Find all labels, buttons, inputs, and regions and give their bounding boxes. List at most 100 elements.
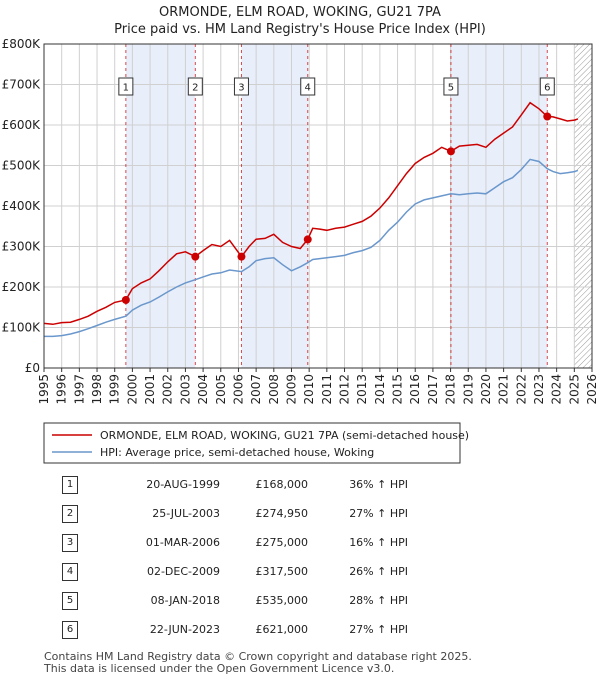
x-tick-label: 2018 bbox=[444, 374, 458, 405]
sale-point bbox=[446, 147, 455, 156]
property-series-line bbox=[44, 101, 579, 326]
x-tick-label: 1996 bbox=[55, 374, 69, 405]
sale-hpi-diff: 16% ↑ HPI bbox=[349, 536, 408, 549]
x-tick-label: 2006 bbox=[231, 374, 245, 405]
sale-hpi-diff: 26% ↑ HPI bbox=[349, 565, 408, 578]
table-row: 1 20-AUG-1999 £168,000 36% ↑ HPI bbox=[40, 470, 428, 499]
x-tick-label: 2009 bbox=[284, 374, 298, 405]
sale-number-box bbox=[300, 77, 316, 96]
sale-price: £621,000 bbox=[255, 623, 309, 636]
chart-subtitle: Price paid vs. HM Land Registry's House … bbox=[114, 22, 486, 37]
sale-number-label: 2 bbox=[192, 83, 198, 94]
sale-date: 20-AUG-1999 bbox=[146, 478, 220, 491]
sale-date: 25-JUL-2003 bbox=[152, 507, 220, 520]
x-tick-label: 2014 bbox=[373, 374, 387, 405]
sale-number-box bbox=[187, 77, 203, 96]
table-row: 4 02-DEC-2009 £317,500 26% ↑ HPI bbox=[40, 557, 428, 586]
x-tick-label: 2025 bbox=[567, 374, 581, 405]
sale-date: 01-MAR-2006 bbox=[145, 536, 220, 549]
sale-point bbox=[303, 235, 312, 244]
sale-point bbox=[121, 295, 130, 304]
x-tick-label: 2002 bbox=[161, 374, 175, 405]
x-tick-label: 2003 bbox=[178, 374, 192, 405]
x-tick-label: 2026 bbox=[585, 374, 599, 405]
x-tick-label: 2013 bbox=[355, 374, 369, 405]
x-tick-label: 2011 bbox=[320, 374, 334, 405]
sale-hpi-diff: 28% ↑ HPI bbox=[349, 594, 408, 607]
sale-number-badge: 3 bbox=[62, 533, 78, 552]
sale-hpi-diff: 27% ↑ HPI bbox=[349, 623, 408, 636]
x-tick-label: 2023 bbox=[532, 374, 546, 405]
x-tick-label: 2022 bbox=[514, 374, 528, 405]
sale-price: £275,000 bbox=[255, 536, 309, 549]
y-tick-label: £0 bbox=[25, 361, 40, 375]
x-tick-label: 2005 bbox=[214, 374, 228, 405]
sale-price: £535,000 bbox=[255, 594, 309, 607]
x-tick-label: 2017 bbox=[426, 374, 440, 405]
sale-number-box bbox=[118, 77, 134, 96]
y-tick-label: £800K bbox=[2, 37, 42, 51]
footer: Contains HM Land Registry data © Crown c… bbox=[44, 651, 472, 675]
y-tick-label: £500K bbox=[2, 159, 42, 173]
sale-date: 02-DEC-2009 bbox=[146, 565, 220, 578]
x-tick-label: 2019 bbox=[461, 374, 475, 405]
legend: ORMONDE, ELM ROAD, WOKING, GU21 7PA (sem… bbox=[43, 422, 469, 464]
sale-number-label: 3 bbox=[238, 83, 244, 94]
x-tick-label: 1995 bbox=[37, 374, 51, 405]
y-tick-label: £300K bbox=[2, 240, 42, 254]
x-tick-label: 2001 bbox=[143, 374, 157, 405]
x-tick-label: 2012 bbox=[338, 374, 352, 405]
series-group bbox=[44, 101, 579, 338]
x-tick-label: 1997 bbox=[72, 374, 86, 405]
y-tick-label: £100K bbox=[2, 321, 42, 335]
sale-number-label: 6 bbox=[544, 83, 550, 94]
sale-price: £317,500 bbox=[255, 565, 309, 578]
x-tick-label: 2021 bbox=[497, 374, 511, 405]
x-tick-label: 2008 bbox=[267, 374, 281, 405]
hpi-series-line bbox=[44, 158, 579, 338]
sale-number-box bbox=[443, 77, 459, 96]
sale-number-badge: 1 bbox=[62, 475, 78, 494]
x-tick-label: 2004 bbox=[196, 374, 210, 405]
sale-number-label: 1 bbox=[123, 83, 129, 94]
sale-number-box bbox=[233, 77, 249, 96]
table-row: 2 25-JUL-2003 £274,950 27% ↑ HPI bbox=[40, 499, 428, 528]
sale-price: £168,000 bbox=[255, 478, 309, 491]
x-tick-label: 2016 bbox=[408, 374, 422, 405]
footer-licence: This data is licensed under the Open Gov… bbox=[44, 662, 395, 675]
sale-hpi-diff: 27% ↑ HPI bbox=[349, 507, 408, 520]
sale-point bbox=[237, 252, 246, 261]
sale-point bbox=[191, 252, 200, 261]
sale-number-badge: 5 bbox=[62, 591, 78, 610]
x-tick-label: 2010 bbox=[302, 374, 316, 405]
legend-label-hpi: HPI: Average price, semi-detached house,… bbox=[100, 446, 374, 459]
footer-copyright: Contains HM Land Registry data © Crown c… bbox=[44, 650, 472, 663]
sale-date: 22-JUN-2023 bbox=[149, 623, 220, 636]
sale-hpi-diff: 36% ↑ HPI bbox=[349, 478, 408, 491]
legend-label-property: ORMONDE, ELM ROAD, WOKING, GU21 7PA (sem… bbox=[100, 429, 469, 442]
table-row: 3 01-MAR-2006 £275,000 16% ↑ HPI bbox=[40, 528, 428, 557]
x-tick-label: 1999 bbox=[108, 374, 122, 405]
x-tick-label: 2020 bbox=[479, 374, 493, 405]
legend-box bbox=[43, 422, 461, 464]
sale-date: 08-JAN-2018 bbox=[150, 594, 220, 607]
x-tick-label: 1998 bbox=[90, 374, 104, 405]
y-tick-label: £400K bbox=[2, 199, 42, 213]
chart-title: ORMONDE, ELM ROAD, WOKING, GU21 7PA bbox=[159, 5, 441, 20]
sale-number-box bbox=[539, 77, 555, 96]
y-tick-label: £600K bbox=[2, 118, 42, 132]
x-tick-label: 2007 bbox=[249, 374, 263, 405]
plot-area: 1 2 3 4 5 6 £0 £100K £200K £300K £400K £500K £600K £7… bbox=[2, 37, 599, 405]
sale-number-badge: 4 bbox=[62, 562, 78, 581]
x-tick-label: 2000 bbox=[125, 374, 139, 405]
table-row: 5 08-JAN-2018 £535,000 28% ↑ HPI bbox=[40, 586, 428, 615]
plot-border bbox=[43, 43, 593, 369]
y-tick-label: £200K bbox=[2, 280, 42, 294]
x-tick-label: 2015 bbox=[391, 374, 405, 405]
y-tick-label: £700K bbox=[2, 78, 42, 92]
sale-number-badge: 6 bbox=[62, 620, 78, 639]
sale-price: £274,950 bbox=[255, 507, 309, 520]
sale-number-badge: 2 bbox=[62, 504, 78, 523]
sale-number-label: 4 bbox=[305, 83, 311, 94]
table-row: 6 22-JUN-2023 £621,000 27% ↑ HPI bbox=[40, 615, 428, 644]
